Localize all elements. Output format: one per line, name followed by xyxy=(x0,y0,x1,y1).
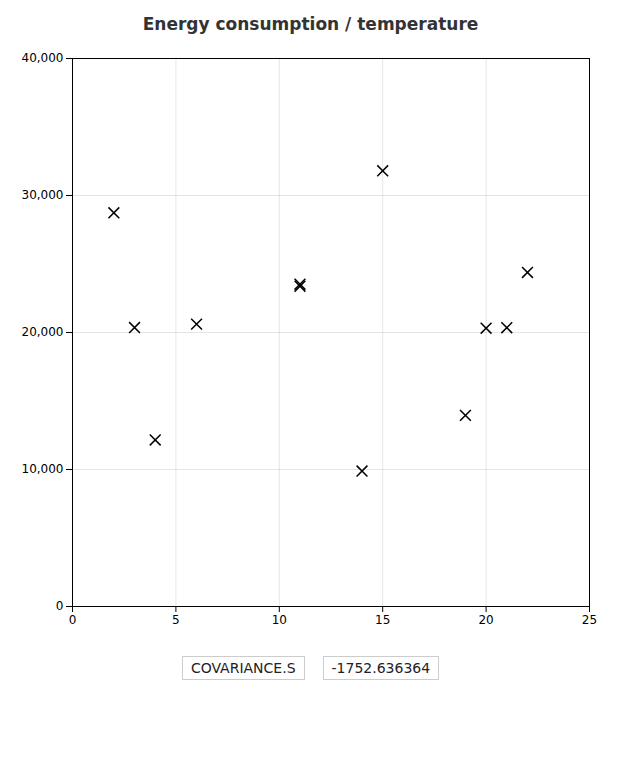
svg-text:10: 10 xyxy=(272,613,287,627)
html-text:-1752.636364: -1752.636364 xyxy=(331,660,431,676)
svg-text:15: 15 xyxy=(375,613,390,627)
svg-text:10,000: 10,000 xyxy=(22,462,64,476)
svg-text:0: 0 xyxy=(69,613,77,627)
svg-text:20: 20 xyxy=(478,613,493,627)
svg-text:30,000: 30,000 xyxy=(22,188,64,202)
html-text:COVARIANCE.S: COVARIANCE.S xyxy=(190,660,296,676)
html-text:Energy consumption / temperatu: Energy consumption / temperature xyxy=(142,14,479,34)
svg-text:40,000: 40,000 xyxy=(22,51,64,65)
svg-text:20,000: 20,000 xyxy=(22,325,64,339)
svg-text:25: 25 xyxy=(582,613,597,627)
svg-text:0: 0 xyxy=(56,599,64,613)
svg-text:5: 5 xyxy=(172,613,180,627)
